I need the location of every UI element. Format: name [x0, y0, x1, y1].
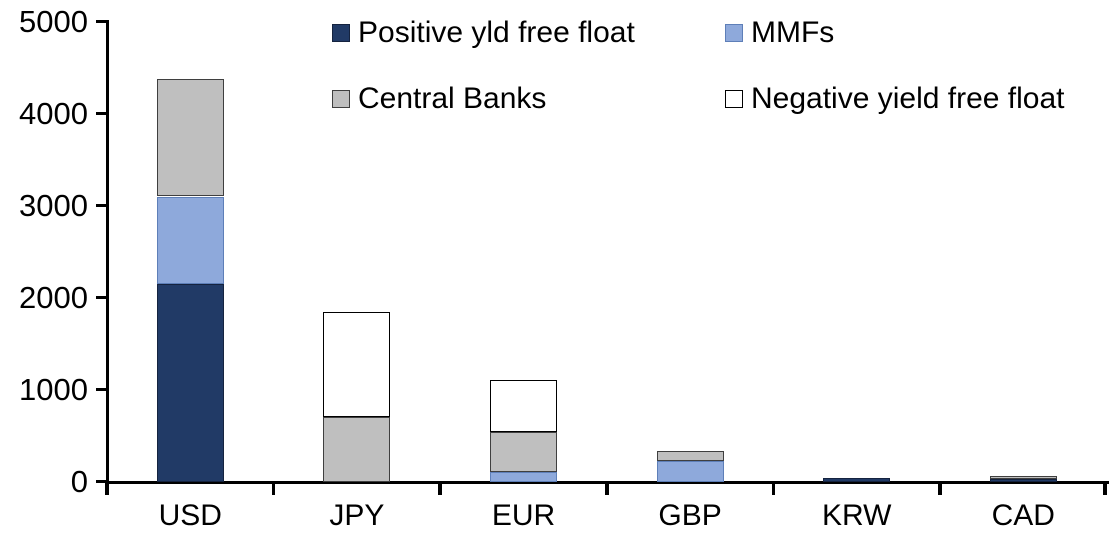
legend-item-negative-yield-free-float: Negative yield free float — [725, 83, 1065, 115]
legend-label: MMFs — [751, 16, 835, 49]
category-label-krw: KRW — [821, 499, 892, 532]
bar-segment-USD-mmfs — [156, 196, 224, 284]
x-tick-mark — [105, 481, 109, 495]
legend-label: Positive yld free float — [358, 16, 635, 49]
x-tick-mark — [771, 481, 776, 495]
x-tick-mark — [438, 481, 442, 495]
y-tick-mark — [96, 296, 107, 300]
category-label-gbp: GBP — [658, 499, 722, 532]
y-axis — [105, 20, 109, 484]
y-tick-mark — [96, 204, 107, 208]
legend-item-central-banks: Central Banks — [332, 83, 546, 115]
category-label-eur: EUR — [491, 499, 556, 532]
y-tick-mark — [96, 480, 107, 484]
legend-swatch-icon — [332, 24, 350, 42]
legend-label: Central Banks — [358, 82, 547, 115]
y-tick-mark — [96, 20, 107, 24]
legend-swatch-icon — [725, 24, 743, 42]
legend-swatch-icon — [332, 90, 350, 108]
x-tick-mark — [605, 481, 609, 495]
x-tick-mark — [271, 481, 276, 495]
legend-item-positive-yld-free-float: Positive yld free float — [332, 17, 635, 49]
legend-label: Negative yield free float — [751, 82, 1065, 115]
bar-segment-KRW-positive-yld-free-float — [823, 477, 891, 482]
bar-segment-EUR-mmfs — [490, 471, 557, 482]
y-tick-label: 5000 — [19, 3, 88, 39]
y-tick-mark — [96, 388, 107, 392]
bar-segment-EUR-negative-yield-free-float — [490, 379, 557, 433]
y-tick-mark — [96, 112, 107, 116]
y-tick-label: 1000 — [19, 371, 88, 407]
bar-segment-USD-central-banks — [156, 78, 224, 197]
category-label-jpy: JPY — [329, 499, 385, 532]
bar-segment-JPY-negative-yield-free-float — [323, 311, 391, 418]
bar-segment-CAD-positive-yld-free-float — [989, 478, 1057, 482]
legend-item-mmfs: MMFs — [725, 17, 834, 49]
y-tick-label: 0 — [70, 463, 88, 499]
y-tick-label: 2000 — [19, 279, 88, 315]
bar-segment-JPY-central-banks — [323, 417, 391, 482]
bar-segment-GBP-central-banks — [656, 451, 724, 462]
x-tick-mark — [938, 481, 942, 495]
legend-swatch-icon — [725, 90, 743, 108]
y-tick-label: 3000 — [19, 187, 88, 223]
y-tick-label: 4000 — [19, 95, 88, 131]
bar-segment-EUR-central-banks — [490, 432, 557, 472]
x-tick-mark — [1103, 481, 1107, 495]
bar-segment-CAD-central-banks — [989, 476, 1057, 479]
category-label-cad: CAD — [991, 499, 1055, 532]
bar-segment-GBP-mmfs — [656, 461, 724, 482]
bar-segment-USD-positive-yld-free-float — [156, 283, 224, 482]
category-label-usd: USD — [158, 499, 222, 532]
